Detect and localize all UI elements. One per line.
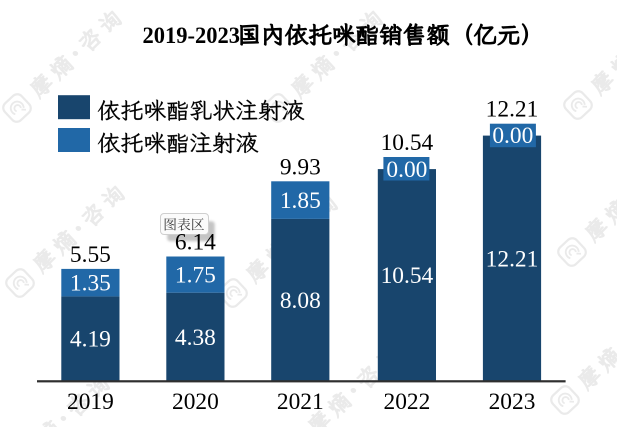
svg-text:10.54: 10.54 (381, 130, 434, 156)
svg-text:12.21: 12.21 (486, 246, 539, 272)
svg-text:0.00: 0.00 (386, 157, 427, 183)
svg-text:2021: 2021 (277, 389, 324, 415)
svg-text:4.38: 4.38 (175, 325, 216, 351)
svg-text:2019-2023: 2019-2023 (143, 23, 241, 49)
svg-text:2020: 2020 (172, 389, 219, 415)
svg-text:2019: 2019 (67, 389, 114, 415)
svg-text:4.19: 4.19 (70, 327, 111, 353)
svg-text:9.93: 9.93 (280, 154, 321, 180)
svg-text:1.85: 1.85 (280, 188, 321, 214)
svg-text:2022: 2022 (384, 389, 431, 415)
svg-text:6.14: 6.14 (175, 229, 216, 255)
svg-text:12.21: 12.21 (486, 96, 539, 122)
svg-text:1.35: 1.35 (70, 271, 111, 297)
svg-text:1.75: 1.75 (175, 263, 216, 289)
svg-text:0.00: 0.00 (492, 123, 533, 149)
svg-text:5.55: 5.55 (70, 242, 111, 268)
svg-text:8.08: 8.08 (280, 288, 321, 314)
svg-text:2023: 2023 (489, 389, 536, 415)
svg-text:10.54: 10.54 (381, 263, 434, 289)
